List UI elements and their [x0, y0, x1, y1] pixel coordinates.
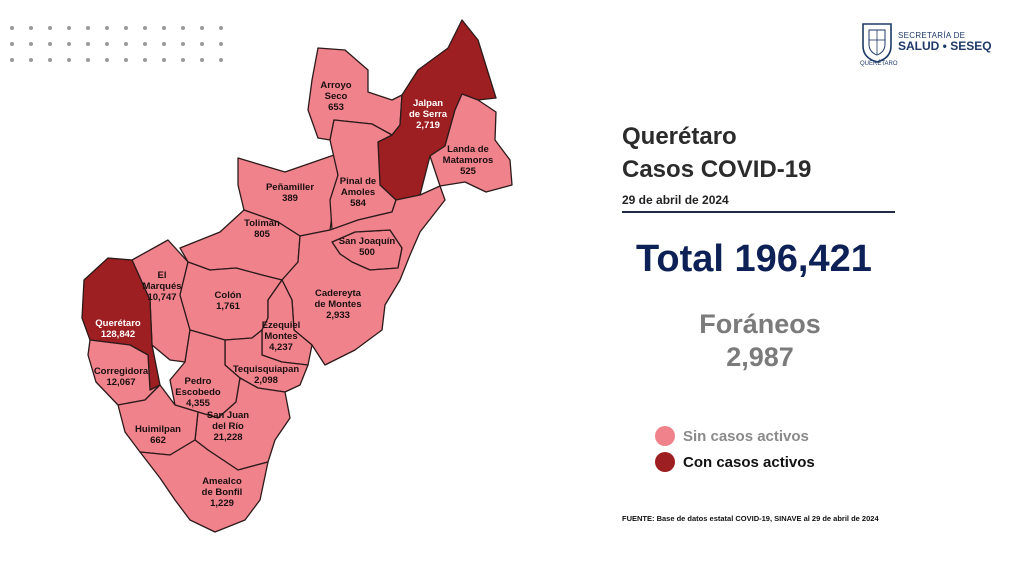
municipality-name-line: Tolimán — [244, 218, 280, 229]
municipality-huimilpan — [117, 384, 199, 456]
map-label-colon: Colón 1,761 — [215, 290, 242, 312]
municipality-name-line: San Juan — [207, 410, 249, 421]
municipality-name-line: Colón — [215, 290, 242, 301]
case-count: 662 — [150, 435, 166, 446]
map-label-queretaro: Querétaro 128,842 — [95, 318, 141, 340]
total-cases: Total 196,421 — [636, 238, 872, 280]
seseq-logo: SECRETARÍA DE SALUD • SESEQ QUERÉTARO — [860, 20, 992, 67]
queretaro-map: Arroyo Seco 653 Jalpan de Serra 2,719 Landa de… — [81, 19, 513, 533]
state-crest-icon — [862, 23, 892, 63]
map-label-pinal-de-amoles: Pinal de Amoles 584 — [340, 176, 376, 209]
case-count: 2,719 — [416, 120, 440, 131]
title-divider — [622, 211, 895, 213]
case-count: 128,842 — [101, 329, 135, 340]
map-label-tequisquiapan: Tequisquiapan 2,098 — [233, 364, 300, 386]
case-count: 584 — [350, 198, 367, 209]
municipality-name-line: Ezequiel — [262, 320, 301, 331]
municipality-name-line: Marqués — [142, 281, 181, 292]
municipality-name-line: Corregidora — [94, 366, 149, 377]
municipality-name-line: San Joaquín — [339, 236, 396, 247]
municipality-name-line: Escobedo — [175, 387, 221, 398]
map-label-san-joaquin: San Joaquín 500 — [339, 236, 396, 258]
municipality-name-line: Huimilpan — [135, 424, 181, 435]
municipality-landa-de-matamoros — [429, 93, 513, 193]
municipality-name-line: Montes — [264, 331, 297, 342]
municipality-name-line: de Bonfil — [202, 487, 243, 498]
foraneos-value: 2,987 — [726, 342, 794, 372]
map-label-corregidora: Corregidora 12,067 — [94, 366, 149, 388]
case-count: 1,229 — [210, 498, 234, 509]
case-count: 653 — [328, 102, 344, 113]
case-count: 4,355 — [186, 398, 210, 409]
case-count: 2,098 — [254, 375, 278, 386]
map-label-toliman: Tolimán 805 — [244, 218, 280, 240]
legend-label-active: Con casos activos — [683, 453, 815, 471]
municipality-name-line: Peñamiller — [266, 182, 314, 193]
municipality-name-line: del Río — [212, 421, 244, 432]
municipality-name-line: Jalpan — [413, 98, 443, 109]
report-date: 29 de abril de 2024 — [622, 193, 729, 207]
map-label-jalpan-de-serra: Jalpan de Serra 2,719 — [409, 98, 448, 131]
municipality-name-line: Arroyo — [320, 80, 351, 91]
municipality-amealco-de-bonfil — [139, 439, 269, 533]
legend-item-inactive: Sin casos activos — [655, 423, 815, 449]
case-count: 805 — [254, 229, 271, 240]
map-label-huimilpan: Huimilpan 662 — [135, 424, 181, 446]
municipality-name-line: de Serra — [409, 109, 448, 120]
case-count: 525 — [460, 166, 477, 177]
logo-small-text: SECRETARÍA DE — [898, 30, 966, 40]
source-note: FUENTE: Base de datos estatal COVID-19, … — [622, 514, 879, 523]
case-count: 12,067 — [106, 377, 135, 388]
legend-label-inactive: Sin casos activos — [683, 427, 809, 445]
map-label-cadereyta-de-montes: Cadereyta de Montes 2,933 — [315, 288, 362, 321]
case-count: 389 — [282, 193, 298, 204]
map-label-amealco-de-bonfil: Amealco de Bonfil 1,229 — [202, 476, 243, 509]
municipality-name-line: Matamoros — [443, 155, 494, 166]
title-line-2: Casos COVID-19 — [622, 156, 812, 183]
map-label-arroyo-seco: Arroyo Seco 653 — [320, 80, 351, 113]
municipality-name-line: Tequisquiapan — [233, 364, 300, 375]
legend-item-active: Con casos activos — [655, 449, 815, 475]
case-count: 500 — [359, 247, 375, 258]
municipality-name-line: Amoles — [341, 187, 375, 198]
municipality-name-line: Cadereyta — [315, 288, 362, 299]
foraneos-label: Foráneos — [699, 309, 821, 339]
case-count: 4,237 — [269, 342, 293, 353]
logo-big-text: SALUD • SESEQ — [898, 38, 992, 53]
case-count: 2,933 — [326, 310, 350, 321]
map-label-landa-de-matamoros: Landa de Matamoros 525 — [443, 144, 494, 177]
page-title: Querétaro Casos COVID-19 — [622, 120, 811, 186]
decorative-dot-grid — [10, 26, 223, 74]
legend-swatch-inactive — [655, 426, 675, 446]
municipality-name-line: Querétaro — [95, 318, 141, 329]
municipality-name-line: de Montes — [315, 299, 362, 310]
legend-swatch-active — [655, 452, 675, 472]
map-label-san-juan-del-rio: San Juan del Río 21,228 — [207, 410, 249, 443]
logo-state-text: QUERÉTARO — [860, 61, 898, 67]
map-label-el-marques: El Marqués 10,747 — [142, 270, 181, 303]
title-line-1: Querétaro — [622, 123, 737, 150]
map-label-ezequiel-montes: Ezequiel Montes 4,237 — [262, 320, 301, 353]
case-count: 1,761 — [216, 301, 240, 312]
foraneos-block: Foráneos 2,987 — [630, 308, 890, 374]
case-count: 10,747 — [147, 292, 176, 303]
map-legend: Sin casos activos Con casos activos — [655, 423, 815, 475]
map-label-penamiller: Peñamiller 389 — [266, 182, 314, 204]
municipality-name-line: Pinal de — [340, 176, 376, 187]
municipality-name-line: El — [158, 270, 167, 281]
municipality-name-line: Pedro — [185, 376, 212, 387]
map-label-pedro-escobedo: Pedro Escobedo 4,355 — [175, 376, 221, 409]
municipality-name-line: Landa de — [447, 144, 489, 155]
case-count: 21,228 — [213, 432, 242, 443]
municipality-name-line: Seco — [325, 91, 348, 102]
municipality-name-line: Amealco — [202, 476, 242, 487]
